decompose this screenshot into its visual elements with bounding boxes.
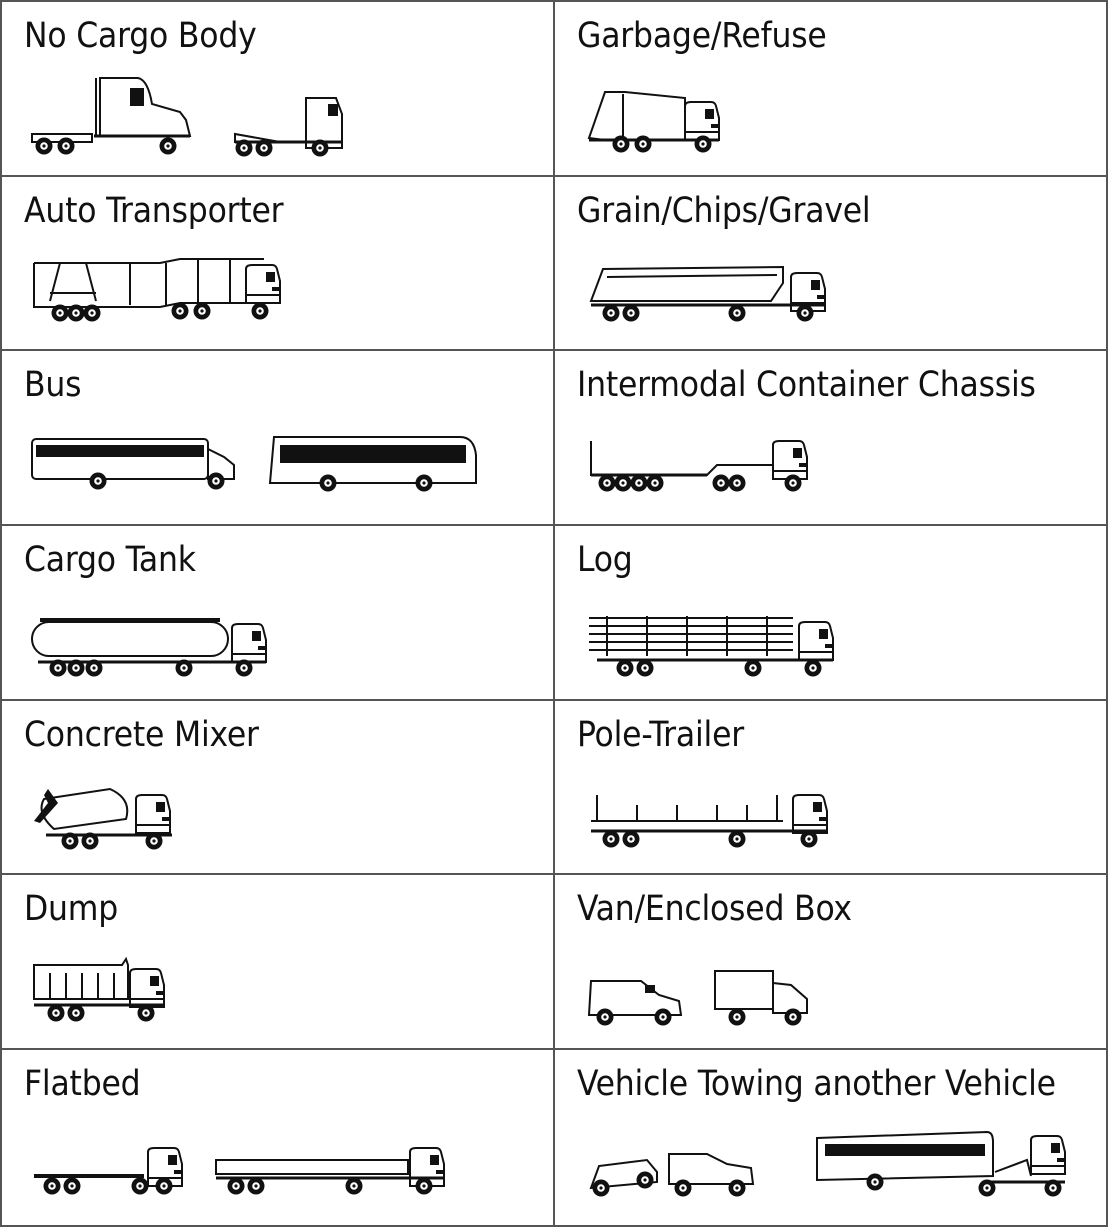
grain-trailer-icon [589, 265, 826, 322]
cell-log: Log [555, 526, 1108, 701]
cell-auto-transporter: Auto Transporter [2, 176, 555, 352]
category-label: Grain/Chips/Gravel [577, 190, 871, 231]
cell-bus: Bus [2, 351, 555, 527]
container-chassis-icon [590, 440, 808, 492]
cell-garbage-refuse: Garbage/Refuse [555, 2, 1108, 177]
cell-no-cargo-body: No Cargo Body [2, 2, 555, 177]
category-label: Flatbed [24, 1064, 141, 1105]
cell-vehicle-towing: Vehicle Towing another Vehicle [555, 1050, 1108, 1225]
cell-intermodal-container-chassis: Intermodal Container Chassis [555, 351, 1108, 527]
tanker-icon [31, 618, 267, 677]
cell-van-enclosed-box: Van/Enclosed Box [555, 875, 1108, 1051]
category-label: Log [577, 540, 633, 581]
van-box-icons [587, 970, 808, 1026]
category-label: Concrete Mixer [24, 714, 259, 755]
tractor-icon [31, 77, 343, 157]
category-label: Intermodal Container Chassis [577, 365, 1036, 406]
cell-grain-chips-gravel: Grain/Chips/Gravel [555, 177, 1108, 352]
bus-icons [31, 436, 477, 492]
garbage-truck-icon [587, 91, 720, 153]
category-label: Van/Enclosed Box [577, 889, 852, 930]
flatbed-icons [34, 1147, 445, 1195]
concrete-mixer-icon [34, 787, 172, 850]
category-label: Garbage/Refuse [577, 16, 827, 56]
dump-truck-icon [33, 957, 165, 1022]
cell-pole-trailer: Pole-Trailer [555, 701, 1108, 876]
pole-trailer-icon [591, 793, 828, 848]
cell-cargo-tank: Cargo Tank [2, 526, 555, 701]
category-label: Dump [24, 889, 119, 930]
cell-concrete-mixer: Concrete Mixer [2, 700, 555, 876]
category-label: No Cargo Body [24, 16, 257, 56]
cell-dump: Dump [2, 875, 555, 1051]
category-label: Bus [24, 365, 82, 406]
log-truck-icon [589, 616, 834, 677]
category-label: Vehicle Towing another Vehicle [577, 1064, 1056, 1105]
tow-vehicle-icons [589, 1131, 1066, 1197]
cell-flatbed: Flatbed [2, 1050, 555, 1225]
category-label: Pole-Trailer [577, 714, 745, 755]
category-label: Auto Transporter [24, 190, 284, 231]
category-label: Cargo Tank [24, 540, 196, 581]
auto-transporter-icon [33, 257, 281, 322]
